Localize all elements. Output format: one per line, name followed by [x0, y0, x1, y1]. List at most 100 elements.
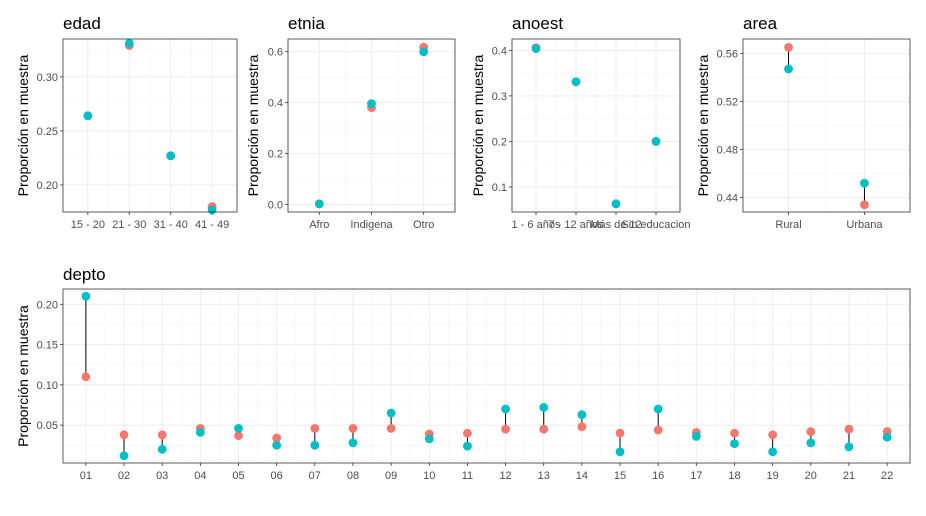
x-tick-label: 7 - 12 años [548, 219, 604, 231]
data-point [784, 64, 793, 74]
data-point [844, 424, 854, 434]
x-tick-label: 18 [728, 470, 740, 482]
y-tick-label: 0.20 [37, 180, 58, 192]
panel-area: 0.44 0.48 0.52 0.56 Rural Urbana area Proporció… [695, 14, 911, 231]
data-point [611, 199, 621, 209]
x-tick-label: Más de 12 [590, 219, 641, 231]
y-tick-label: 0.2 [268, 148, 283, 160]
data-point [784, 43, 793, 52]
data-point [310, 423, 320, 433]
data-point [166, 151, 176, 161]
data-point [806, 438, 816, 448]
y-tick-label: 0.4 [268, 98, 283, 110]
y-axis-label: Proporción en muestra [245, 54, 261, 196]
y-tick-label: 0.2 [492, 136, 507, 148]
y-tick-label: 0.52 [717, 96, 738, 108]
panel-depto: 0.05 0.10 0.15 0.20 01 02 03 04 05 06 07 08 09 10 11 12… [15, 265, 911, 482]
data-point [419, 47, 429, 57]
x-tick-label: Otro [413, 219, 434, 231]
panel-title: area [743, 14, 778, 33]
y-tick-label: 0.10 [37, 380, 58, 392]
data-point [234, 431, 243, 441]
plot-frame [511, 38, 681, 213]
data-point [806, 427, 816, 436]
x-tick-label: 08 [347, 470, 359, 482]
data-point [348, 423, 358, 433]
data-point [768, 430, 778, 440]
x-tick-label: 16 [652, 470, 664, 482]
data-point [463, 428, 472, 438]
x-tick-label: 21 [843, 470, 855, 482]
y-tick-label: 0.05 [37, 420, 58, 432]
x-tick-label: 01 [80, 470, 92, 482]
x-tick-label: Afro [309, 219, 329, 231]
panel-etnia: 0.0 0.2 0.4 0.6 Afro Indigena Otro etnia Proporc… [245, 14, 456, 231]
data-point [272, 433, 282, 443]
y-tick-label: 0.0 [268, 199, 283, 211]
data-point [577, 410, 587, 420]
x-tick-label: 13 [538, 470, 550, 482]
plot-frame [62, 288, 911, 464]
x-tick-label: 14 [576, 470, 588, 482]
data-point [195, 427, 205, 437]
y-tick-label: 0.56 [717, 48, 738, 60]
x-tick-label: 19 [767, 470, 779, 482]
data-point [314, 199, 324, 209]
x-tick-label: 11 [462, 470, 473, 482]
plot-frame [62, 38, 238, 213]
y-tick-label: 0.30 [37, 72, 58, 84]
data-point [386, 408, 396, 418]
data-point [463, 441, 472, 451]
x-tick-label: 15 [614, 470, 626, 482]
x-tick-label: 09 [385, 470, 397, 482]
y-axis-label: Proporción en muestra [470, 54, 486, 196]
x-tick-label: Urbana [846, 219, 883, 231]
data-point [207, 205, 217, 215]
panel-title: etnia [288, 14, 325, 33]
x-tick-label: 03 [156, 470, 168, 482]
panel-title: anoest [512, 14, 563, 33]
y-axis-label: Proporción en muestra [695, 54, 711, 196]
data-point [653, 425, 663, 435]
data-point [272, 440, 282, 450]
y-axis-label: Proporción en muestra [15, 305, 31, 447]
data-point [386, 423, 396, 433]
data-point [157, 430, 167, 440]
data-point [157, 444, 167, 454]
data-point [571, 77, 581, 87]
data-point [83, 111, 93, 121]
data-point [730, 428, 739, 438]
x-tick-label: 06 [271, 470, 283, 482]
y-tick-label: 0.20 [37, 299, 58, 311]
plot-frame [742, 38, 911, 213]
data-point [124, 38, 134, 48]
data-point [501, 424, 510, 434]
data-point [860, 200, 869, 210]
x-tick-label: 02 [118, 470, 130, 482]
y-tick-label: 0.3 [492, 91, 507, 103]
data-point [615, 447, 625, 457]
data-point [653, 404, 663, 414]
x-tick-label: Sin educacion [621, 219, 690, 231]
data-point [882, 432, 892, 442]
y-tick-label: 0.4 [492, 45, 507, 57]
y-tick-label: 0.44 [717, 193, 738, 205]
y-tick-label: 0.6 [268, 47, 283, 59]
x-tick-label: 10 [423, 470, 435, 482]
data-point [531, 44, 541, 53]
data-point [119, 430, 129, 440]
data-point [234, 423, 243, 433]
data-point [81, 372, 91, 382]
data-point [367, 99, 376, 109]
data-point [310, 440, 320, 450]
data-point [691, 432, 701, 441]
plot-frame [287, 38, 456, 213]
x-tick-label: 21 - 30 [112, 219, 146, 231]
x-tick-label: 1 - 6 años [512, 219, 561, 231]
data-point [424, 434, 434, 444]
y-tick-label: 0.48 [717, 145, 738, 157]
panel-title: edad [63, 14, 101, 33]
data-point [651, 137, 661, 146]
